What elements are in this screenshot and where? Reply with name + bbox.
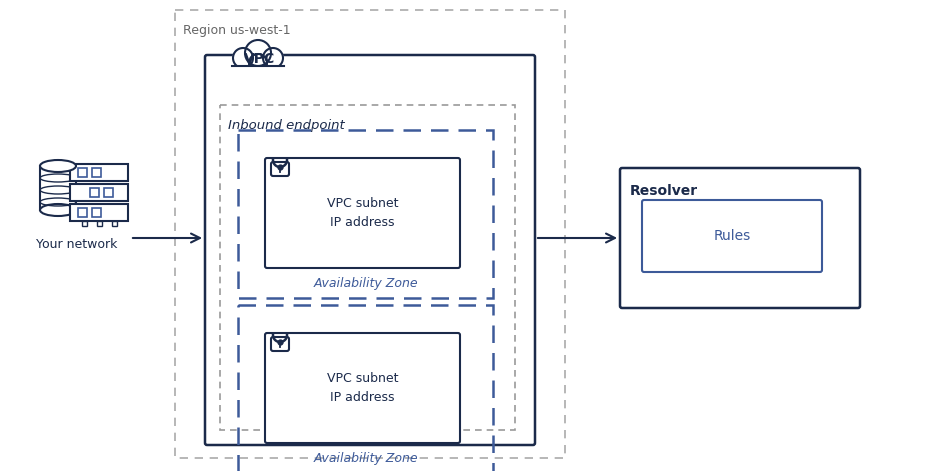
Bar bbox=[78, 208, 87, 217]
Text: Resolver: Resolver bbox=[629, 184, 697, 198]
Text: Rules: Rules bbox=[713, 229, 750, 243]
Text: Availability Zone: Availability Zone bbox=[312, 277, 417, 290]
Bar bbox=[104, 188, 113, 197]
Text: Region us-west-1: Region us-west-1 bbox=[183, 24, 290, 37]
Bar bbox=[92, 208, 101, 217]
Ellipse shape bbox=[40, 160, 76, 172]
FancyBboxPatch shape bbox=[265, 333, 460, 443]
Bar bbox=[112, 221, 117, 226]
Bar bbox=[78, 168, 87, 177]
Bar bbox=[70, 184, 128, 201]
FancyBboxPatch shape bbox=[265, 158, 460, 268]
Text: Your network: Your network bbox=[36, 238, 118, 251]
FancyBboxPatch shape bbox=[271, 337, 288, 351]
Bar bbox=[226, 66, 289, 96]
Text: VPC subnet
IP address: VPC subnet IP address bbox=[326, 197, 398, 229]
Bar bbox=[175, 10, 565, 458]
Text: VPC subnet
IP address: VPC subnet IP address bbox=[326, 372, 398, 404]
Text: Availability Zone: Availability Zone bbox=[312, 452, 417, 465]
Bar bbox=[82, 221, 87, 226]
Bar bbox=[97, 221, 102, 226]
Circle shape bbox=[233, 48, 253, 68]
FancyBboxPatch shape bbox=[205, 55, 535, 445]
Bar bbox=[220, 105, 514, 430]
Text: Inbound endpoint: Inbound endpoint bbox=[228, 119, 344, 132]
Circle shape bbox=[248, 54, 267, 72]
Bar bbox=[237, 130, 492, 298]
Bar bbox=[237, 305, 492, 471]
Circle shape bbox=[262, 48, 283, 68]
FancyBboxPatch shape bbox=[641, 200, 821, 272]
Bar bbox=[70, 164, 128, 181]
Ellipse shape bbox=[40, 204, 76, 216]
Bar bbox=[92, 168, 101, 177]
Circle shape bbox=[245, 40, 271, 66]
FancyBboxPatch shape bbox=[271, 162, 288, 176]
FancyBboxPatch shape bbox=[619, 168, 859, 308]
Bar bbox=[70, 204, 128, 221]
Bar bbox=[90, 188, 99, 197]
Text: VPC: VPC bbox=[244, 52, 275, 66]
